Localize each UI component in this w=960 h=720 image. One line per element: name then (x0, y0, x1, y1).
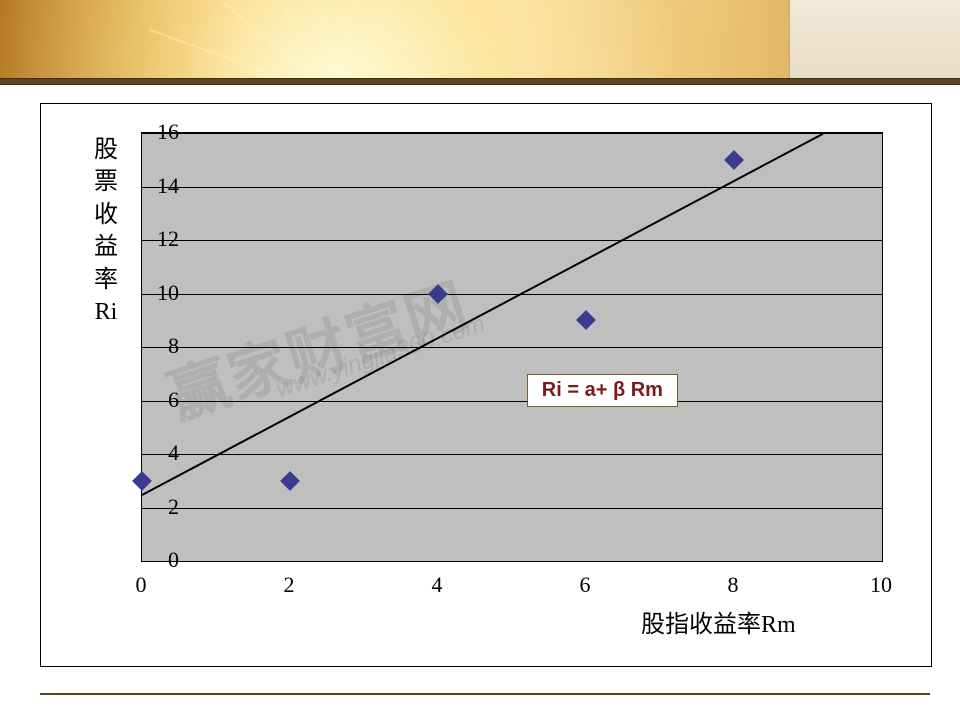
data-point (132, 471, 152, 491)
plot-area: 赢家财富网 www.yingjia360.com Ri = a+ β Rm (141, 132, 883, 562)
x-tick-label: 6 (580, 572, 591, 598)
x-tick-label: 2 (284, 572, 295, 598)
x-tick-label: 8 (728, 572, 739, 598)
footer-divider (40, 693, 930, 695)
data-point (724, 150, 744, 170)
gridline (142, 294, 882, 295)
slide-body: 股票收益率Ri 赢家财富网 www.yingjia360.com Ri = a+… (0, 85, 960, 720)
y-tick-label: 4 (168, 440, 179, 466)
y-tick-label: 14 (157, 173, 179, 199)
header-divider (0, 78, 960, 85)
gridline (142, 240, 882, 241)
gridline (142, 401, 882, 402)
y-tick-label: 0 (168, 547, 179, 573)
gridline (142, 454, 882, 455)
equation-box: Ri = a+ β Rm (527, 374, 678, 407)
data-point (576, 310, 596, 330)
x-tick-label: 0 (136, 572, 147, 598)
gridline (142, 508, 882, 509)
watermark-sub: www.yingjia360.com (273, 310, 488, 404)
y-tick-label: 6 (168, 387, 179, 413)
data-point (280, 471, 300, 491)
y-tick-label: 8 (168, 333, 179, 359)
header-right-block (789, 0, 960, 78)
gridline (142, 133, 882, 134)
x-tick-label: 4 (432, 572, 443, 598)
x-axis-title: 股指收益率Rm (641, 604, 796, 639)
data-point (428, 284, 448, 304)
header-banner (0, 0, 960, 78)
y-axis-title: 股票收益率Ri (93, 134, 119, 328)
gridline (142, 347, 882, 348)
chart-frame: 股票收益率Ri 赢家财富网 www.yingjia360.com Ri = a+… (40, 103, 932, 667)
gridline (142, 187, 882, 188)
y-tick-label: 2 (168, 494, 179, 520)
x-tick-label: 10 (870, 572, 892, 598)
y-tick-label: 16 (157, 119, 179, 145)
trendline (142, 133, 824, 496)
y-tick-label: 12 (157, 226, 179, 252)
y-tick-label: 10 (157, 280, 179, 306)
